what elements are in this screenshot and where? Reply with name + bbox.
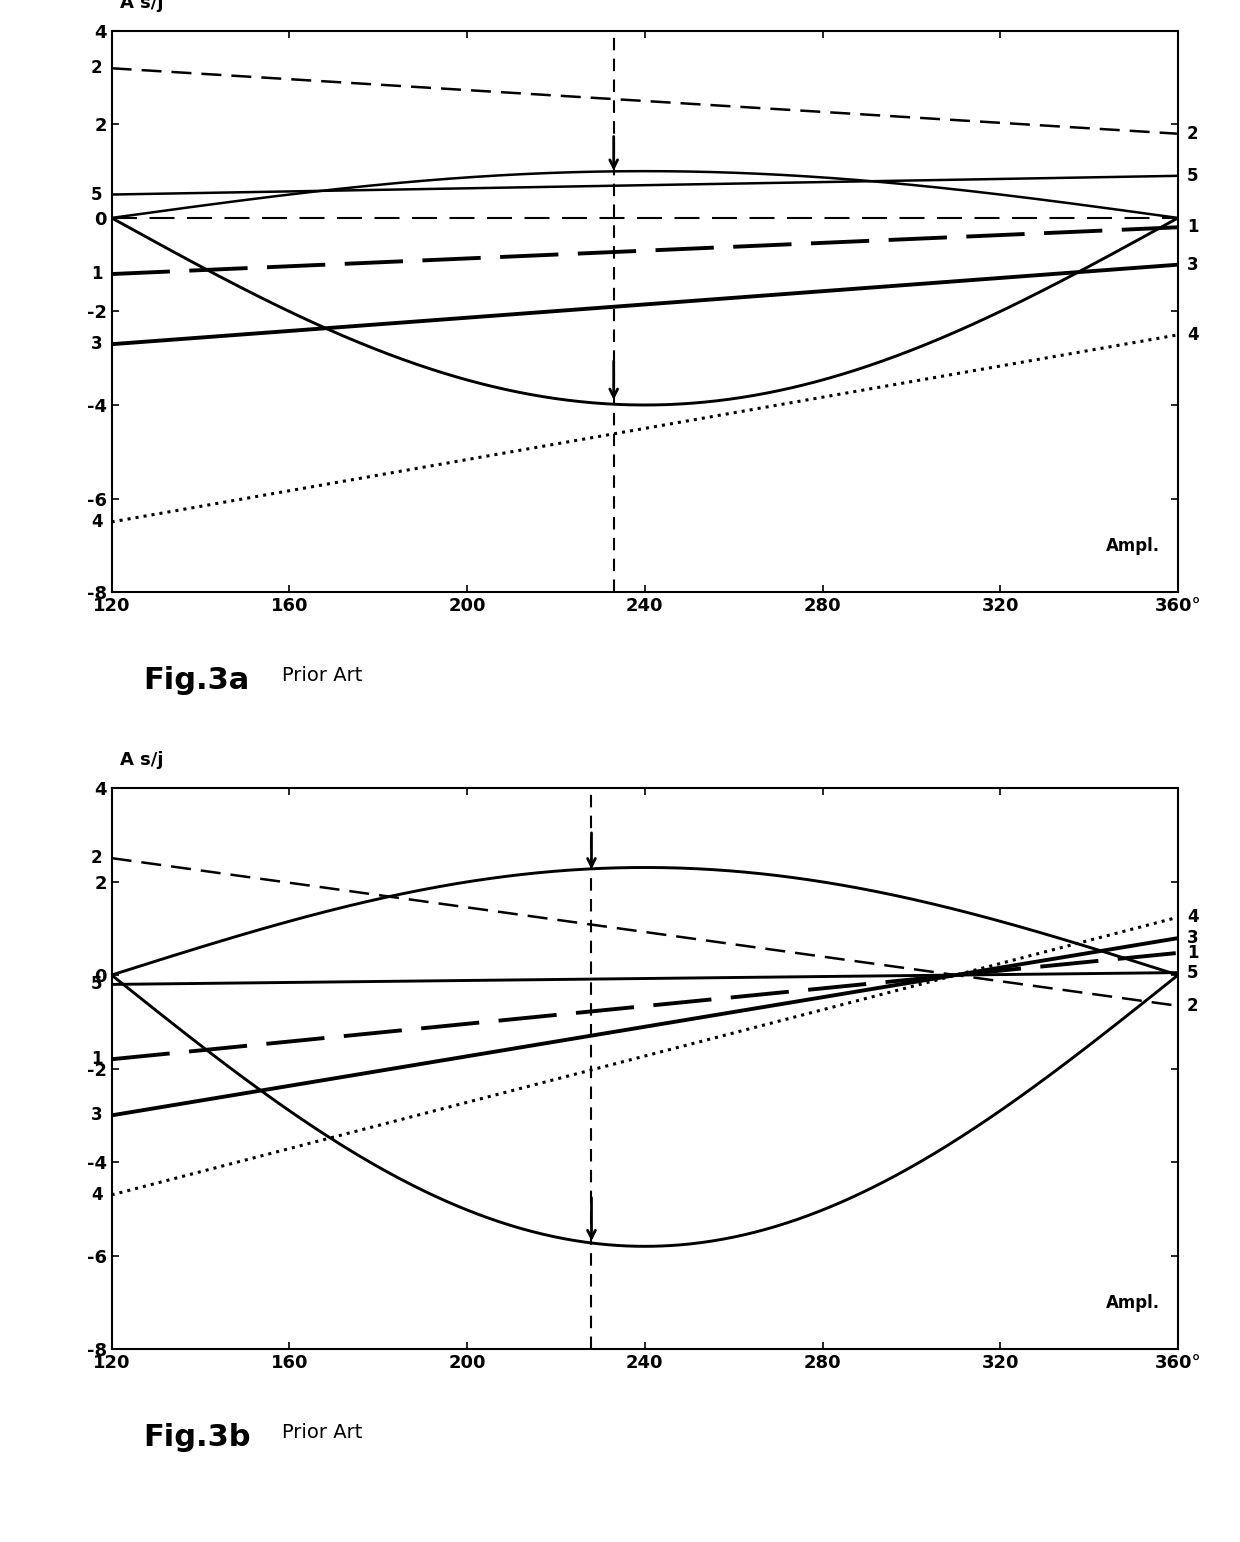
Text: 1: 1 — [1187, 219, 1198, 236]
Text: Ampl.: Ampl. — [1106, 1294, 1161, 1312]
Text: 3: 3 — [91, 335, 103, 353]
Text: 2: 2 — [1187, 996, 1199, 1015]
Text: 5: 5 — [92, 976, 103, 993]
Text: Prior Art: Prior Art — [283, 1423, 362, 1442]
Text: 5: 5 — [1187, 167, 1198, 185]
Text: 4: 4 — [91, 1186, 103, 1204]
Text: A s/j: A s/j — [120, 0, 164, 12]
Text: 5: 5 — [1187, 964, 1198, 982]
Text: 2: 2 — [1187, 125, 1199, 143]
Text: 4: 4 — [1187, 908, 1199, 927]
Text: Prior Art: Prior Art — [283, 666, 362, 685]
Text: 4: 4 — [1187, 325, 1199, 344]
Text: 2: 2 — [91, 850, 103, 867]
Text: 2: 2 — [91, 59, 103, 77]
Text: A s/j: A s/j — [120, 751, 164, 769]
Text: 3: 3 — [91, 1106, 103, 1124]
Text: 5: 5 — [92, 185, 103, 204]
Text: 1: 1 — [92, 1050, 103, 1069]
Text: Fig.3b: Fig.3b — [144, 1423, 250, 1453]
Text: Fig.3a: Fig.3a — [144, 666, 249, 695]
Text: Ampl.: Ampl. — [1106, 537, 1161, 555]
Text: 4: 4 — [91, 513, 103, 530]
Text: 3: 3 — [1187, 256, 1199, 273]
Text: 1: 1 — [1187, 944, 1198, 962]
Text: 1: 1 — [92, 265, 103, 284]
Text: 3: 3 — [1187, 930, 1199, 947]
